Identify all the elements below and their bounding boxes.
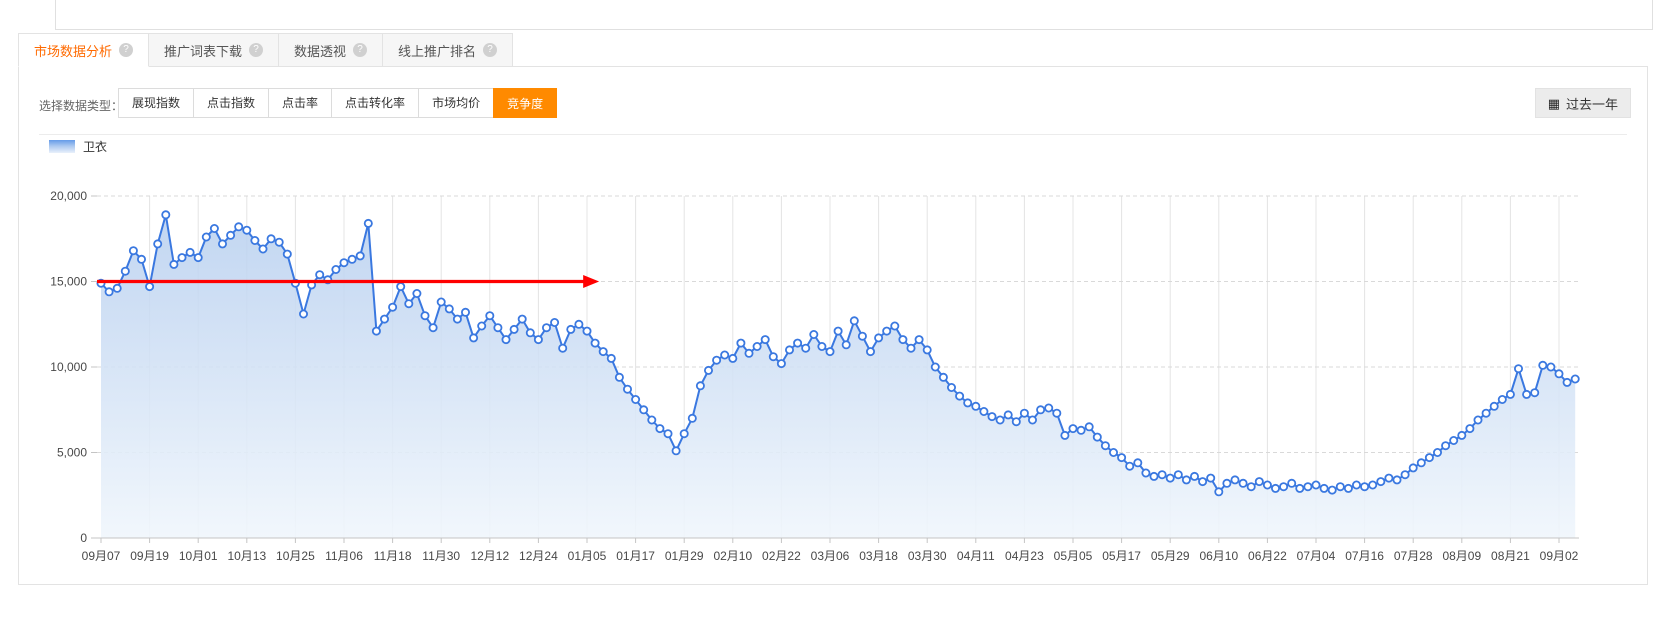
- tab-market-data-analysis[interactable]: 市场数据分析 ?: [18, 33, 150, 67]
- x-axis-labels: 09月07 09月19 10月01 10月13 10月25 11月06 11月18 11月30…: [82, 549, 1579, 563]
- svg-text:07月04: 07月04: [1297, 549, 1336, 563]
- dtype-btn-click-index[interactable]: 点击指数: [193, 88, 270, 118]
- svg-text:08月21: 08月21: [1491, 549, 1530, 563]
- svg-text:02月10: 02月10: [713, 549, 752, 563]
- svg-text:12月24: 12月24: [519, 549, 558, 563]
- date-range-label: 过去一年: [1565, 96, 1618, 112]
- svg-text:0: 0: [80, 531, 87, 545]
- svg-text:03月18: 03月18: [859, 549, 898, 563]
- svg-text:06月10: 06月10: [1199, 549, 1238, 563]
- date-range-button[interactable]: ▦ 过去一年: [1534, 88, 1631, 118]
- tab-online-promo-ranking[interactable]: 线上推广排名 ?: [382, 33, 514, 67]
- divider: [39, 134, 1627, 135]
- svg-text:07月28: 07月28: [1394, 549, 1433, 563]
- svg-text:10月13: 10月13: [227, 549, 266, 563]
- svg-text:01月05: 01月05: [568, 549, 607, 563]
- tab-label: 市场数据分析: [34, 43, 113, 59]
- y-axis-labels: 0 5,000 10,000 15,000 20,000: [50, 189, 87, 545]
- svg-text:12月12: 12月12: [470, 549, 509, 563]
- previous-panel-edge: [55, 0, 1653, 30]
- svg-text:10月01: 10月01: [179, 549, 218, 563]
- svg-text:11月06: 11月06: [325, 549, 363, 563]
- legend-label: 卫衣: [83, 140, 108, 154]
- series-area: [101, 214, 1576, 539]
- svg-text:04月23: 04月23: [1005, 549, 1044, 563]
- svg-text:09月19: 09月19: [130, 549, 169, 563]
- main-panel: 选择数据类型： 展现指数 点击指数 点击率 点击转化率 市场均价 竞争度 ▦ 过…: [18, 66, 1648, 585]
- svg-text:03月30: 03月30: [908, 549, 947, 563]
- tab-label: 推广词表下载: [164, 43, 243, 59]
- svg-text:11月18: 11月18: [374, 549, 412, 563]
- svg-text:5,000: 5,000: [57, 446, 87, 460]
- svg-text:02月22: 02月22: [762, 549, 801, 563]
- help-icon[interactable]: ?: [119, 43, 134, 57]
- svg-text:03月06: 03月06: [811, 549, 850, 563]
- dtype-btn-ctr[interactable]: 点击率: [268, 88, 333, 118]
- tab-bar: 市场数据分析 ? 推广词表下载 ? 数据透视 ? 线上推广排名 ?: [18, 33, 514, 67]
- svg-text:08月09: 08月09: [1442, 549, 1481, 563]
- help-icon[interactable]: ?: [249, 43, 264, 57]
- tab-label: 线上推广排名: [398, 43, 477, 59]
- legend-item-weiyi[interactable]: 卫衣: [49, 138, 107, 155]
- svg-text:09月07: 09月07: [82, 549, 121, 563]
- help-icon[interactable]: ?: [353, 43, 368, 57]
- dtype-btn-click-conversion-rate[interactable]: 点击转化率: [331, 88, 420, 118]
- data-type-button-group: 展现指数 点击指数 点击率 点击转化率 市场均价 竞争度: [118, 88, 558, 118]
- svg-text:07月16: 07月16: [1345, 549, 1384, 563]
- svg-text:01月17: 01月17: [616, 549, 655, 563]
- dtype-btn-impression-index[interactable]: 展现指数: [118, 88, 195, 118]
- svg-text:04月11: 04月11: [957, 549, 995, 563]
- axes: [91, 195, 1579, 543]
- svg-text:06月22: 06月22: [1248, 549, 1287, 563]
- tab-label: 数据透视: [294, 43, 347, 59]
- svg-text:09月02: 09月02: [1540, 549, 1579, 563]
- svg-text:05月29: 05月29: [1151, 549, 1190, 563]
- svg-text:15,000: 15,000: [50, 275, 87, 289]
- svg-text:05月05: 05月05: [1054, 549, 1093, 563]
- svg-text:01月29: 01月29: [665, 549, 704, 563]
- svg-text:10月25: 10月25: [276, 549, 315, 563]
- competition-trend-chart: 0 5,000 10,000 15,000 20,000 09月07 09月19 10月01 1…: [31, 178, 1631, 570]
- competition-trend-svg: 0 5,000 10,000 15,000 20,000 09月07 09月19 10月01 1…: [50, 189, 1580, 563]
- legend-swatch: [49, 140, 75, 153]
- data-type-label: 选择数据类型：: [39, 99, 124, 113]
- tab-promo-wordlist-download[interactable]: 推广词表下载 ?: [148, 33, 280, 67]
- dtype-btn-market-avg-price[interactable]: 市场均价: [418, 88, 495, 118]
- svg-text:05月17: 05月17: [1102, 549, 1141, 563]
- svg-text:20,000: 20,000: [50, 189, 87, 203]
- tab-data-pivot[interactable]: 数据透视 ?: [278, 33, 384, 67]
- annotation-arrow: [97, 275, 600, 288]
- calendar-icon: ▦: [1547, 95, 1560, 111]
- svg-text:11月30: 11月30: [422, 549, 460, 563]
- dtype-btn-competition[interactable]: 竞争度: [493, 88, 558, 118]
- help-icon[interactable]: ?: [483, 43, 498, 57]
- svg-text:10,000: 10,000: [50, 360, 87, 374]
